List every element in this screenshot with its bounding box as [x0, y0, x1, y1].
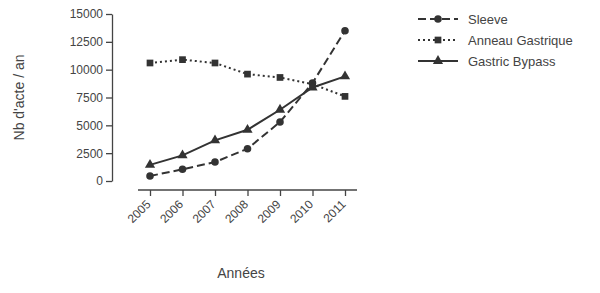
y-tick: 2500	[76, 147, 112, 161]
y-tick-mark	[106, 70, 112, 71]
series-marker	[275, 104, 285, 113]
series-marker	[177, 150, 187, 159]
x-tick-label: 2011	[320, 197, 348, 225]
y-tick: 0	[96, 174, 112, 188]
x-tick-mark	[312, 190, 313, 196]
legend-label: Anneau Gastrique	[468, 33, 573, 48]
legend-label: Sleeve	[468, 12, 508, 27]
x-tick-mark	[150, 190, 151, 196]
x-tick-label: 2007	[190, 197, 219, 226]
y-tick: 10000	[70, 63, 112, 77]
x-tick-mark	[280, 190, 281, 196]
y-tick-mark	[106, 181, 112, 182]
legend-item: Sleeve	[418, 12, 508, 27]
series-line	[150, 60, 345, 97]
x-tick: 2008	[222, 190, 251, 226]
y-tick: 7500	[76, 91, 112, 105]
y-tick-label: 5000	[76, 119, 103, 133]
series-marker	[242, 124, 252, 133]
series-marker	[244, 145, 252, 153]
y-tick: 5000	[76, 119, 112, 133]
y-tick-mark	[106, 42, 112, 43]
series-marker	[212, 60, 219, 67]
x-axis-title: Années	[217, 265, 264, 281]
y-axis-title: Nb d'acte / an	[11, 55, 27, 141]
series-marker	[147, 60, 154, 67]
y-tick-mark	[106, 97, 112, 98]
series-marker	[277, 74, 284, 81]
x-tick-label: 2006	[157, 197, 186, 226]
chart: 0 2500 5000 7500 10000 12500 15000 200520062007…	[0, 0, 600, 293]
legend-marker	[435, 37, 442, 44]
x-tick: 2005	[125, 190, 154, 226]
x-tick: 2007	[190, 190, 219, 226]
y-tick-label: 10000	[70, 63, 104, 77]
legend-marker	[434, 15, 442, 23]
series-marker	[276, 118, 284, 126]
x-tick-label: 2005	[125, 197, 154, 226]
y-tick-label: 15000	[70, 7, 104, 21]
legend-item: Gastric Bypass	[418, 54, 556, 69]
series-marker	[244, 71, 251, 78]
y-tick-mark	[106, 125, 112, 126]
x-tick-label: 2009	[255, 197, 284, 226]
series-marker	[340, 70, 350, 79]
y-tick-mark	[106, 14, 112, 15]
legend-item: Anneau Gastrique	[418, 33, 573, 48]
series-marker	[210, 134, 220, 143]
y-axis-line	[112, 15, 113, 182]
x-tick-mark	[215, 190, 216, 196]
x-tick: 2009	[255, 190, 284, 226]
series-marker	[307, 82, 317, 91]
x-tick-label: 2008	[222, 197, 251, 226]
series-line	[150, 76, 345, 165]
y-tick-label: 2500	[76, 147, 103, 161]
series-marker	[211, 158, 219, 166]
series-marker	[179, 56, 186, 63]
legend-marker	[433, 55, 443, 64]
series-line	[150, 31, 345, 176]
y-tick-label: 12500	[70, 35, 104, 49]
legend: Sleeve Anneau Gastrique Gastric Bypass	[418, 12, 573, 69]
y-tick-label: 7500	[76, 91, 103, 105]
y-tick-mark	[106, 153, 112, 154]
x-tick-label: 2010	[287, 197, 316, 226]
x-tick: 2010	[287, 190, 316, 226]
x-tick: 2011	[320, 190, 348, 225]
series-marker	[146, 172, 154, 180]
x-tick-mark	[247, 190, 248, 196]
legend-label: Gastric Bypass	[468, 54, 556, 69]
series-marker	[342, 93, 349, 100]
y-axis: 0 2500 5000 7500 10000 12500 15000	[70, 7, 113, 188]
x-axis: 2005200620072008200920102011	[125, 190, 357, 226]
y-tick: 12500	[70, 35, 112, 49]
series-marker	[179, 166, 187, 174]
x-tick-mark	[345, 190, 346, 196]
y-tick-label: 0	[96, 174, 103, 188]
plot-area	[145, 27, 350, 180]
y-tick: 15000	[70, 7, 112, 21]
x-tick: 2006	[157, 190, 186, 226]
series-marker	[341, 27, 349, 35]
x-tick-mark	[182, 190, 183, 196]
series-marker	[145, 159, 155, 168]
